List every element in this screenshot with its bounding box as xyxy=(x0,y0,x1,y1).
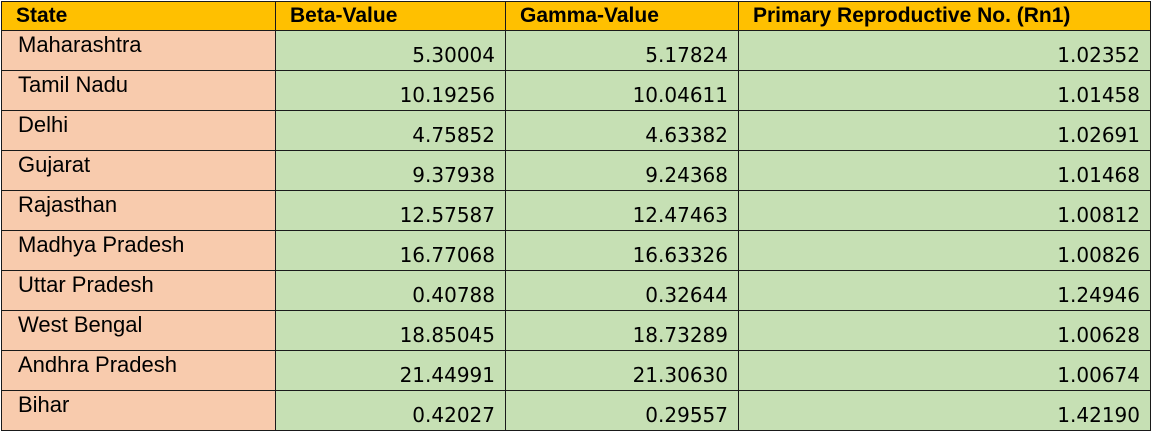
state-cell: Maharashtra xyxy=(1,30,276,71)
state-cell: West Bengal xyxy=(1,310,276,351)
beta-value-cell: 16.77068 xyxy=(275,230,506,271)
beta-value-cell: 9.37938 xyxy=(275,150,506,191)
table-row: Gujarat 9.37938 9.24368 1.01468 xyxy=(1,150,1151,191)
state-cell: Gujarat xyxy=(1,150,276,191)
column-header-gamma-value: Gamma-Value xyxy=(505,1,739,31)
gamma-value-cell: 21.30630 xyxy=(505,350,739,391)
rn1-value-cell: 1.00674 xyxy=(738,350,1151,391)
gamma-value-cell: 4.63382 xyxy=(505,110,739,151)
table-row: Delhi 4.75852 4.63382 1.02691 xyxy=(1,110,1151,151)
beta-value-cell: 5.30004 xyxy=(275,30,506,71)
table-row: Uttar Pradesh 0.40788 0.32644 1.24946 xyxy=(1,270,1151,311)
beta-value-cell: 21.44991 xyxy=(275,350,506,391)
column-header-rn1: Primary Reproductive No. (Rn1) xyxy=(738,1,1151,31)
state-cell: Rajasthan xyxy=(1,190,276,231)
state-cell: Tamil Nadu xyxy=(1,70,276,111)
gamma-value-cell: 18.73289 xyxy=(505,310,739,351)
rn1-value-cell: 1.01458 xyxy=(738,70,1151,111)
gamma-value-cell: 10.04611 xyxy=(505,70,739,111)
beta-value-cell: 0.40788 xyxy=(275,270,506,311)
gamma-value-cell: 16.63326 xyxy=(505,230,739,271)
table-row: Madhya Pradesh 16.77068 16.63326 1.00826 xyxy=(1,230,1151,271)
rn1-value-cell: 1.00826 xyxy=(738,230,1151,271)
state-cell: Bihar xyxy=(1,390,276,431)
rn1-value-cell: 1.01468 xyxy=(738,150,1151,191)
rn1-value-cell: 1.00812 xyxy=(738,190,1151,231)
table-row: Bihar 0.42027 0.29557 1.42190 xyxy=(1,390,1151,431)
gamma-value-cell: 5.17824 xyxy=(505,30,739,71)
rn1-value-cell: 1.24946 xyxy=(738,270,1151,311)
gamma-value-cell: 9.24368 xyxy=(505,150,739,191)
beta-value-cell: 0.42027 xyxy=(275,390,506,431)
gamma-value-cell: 0.32644 xyxy=(505,270,739,311)
rn1-value-cell: 1.02691 xyxy=(738,110,1151,151)
beta-value-cell: 10.19256 xyxy=(275,70,506,111)
state-cell: Madhya Pradesh xyxy=(1,230,276,271)
column-header-beta-value: Beta-Value xyxy=(275,1,506,31)
table-row: Rajasthan 12.57587 12.47463 1.00812 xyxy=(1,190,1151,231)
rn1-value-cell: 1.02352 xyxy=(738,30,1151,71)
column-header-state: State xyxy=(1,1,276,31)
gamma-value-cell: 12.47463 xyxy=(505,190,739,231)
beta-value-cell: 4.75852 xyxy=(275,110,506,151)
state-cell: Andhra Pradesh xyxy=(1,350,276,391)
table-row: Tamil Nadu 10.19256 10.04611 1.01458 xyxy=(1,70,1151,111)
table-row: Andhra Pradesh 21.44991 21.30630 1.00674 xyxy=(1,350,1151,391)
rn1-value-cell: 1.42190 xyxy=(738,390,1151,431)
beta-value-cell: 12.57587 xyxy=(275,190,506,231)
gamma-value-cell: 0.29557 xyxy=(505,390,739,431)
state-cell: Uttar Pradesh xyxy=(1,270,276,311)
table-row: Maharashtra 5.30004 5.17824 1.02352 xyxy=(1,30,1151,71)
state-cell: Delhi xyxy=(1,110,276,151)
table-row: West Bengal 18.85045 18.73289 1.00628 xyxy=(1,310,1151,351)
beta-value-cell: 18.85045 xyxy=(275,310,506,351)
header-row: State Beta-Value Gamma-Value Primary Rep… xyxy=(1,1,1151,31)
rn1-value-cell: 1.00628 xyxy=(738,310,1151,351)
